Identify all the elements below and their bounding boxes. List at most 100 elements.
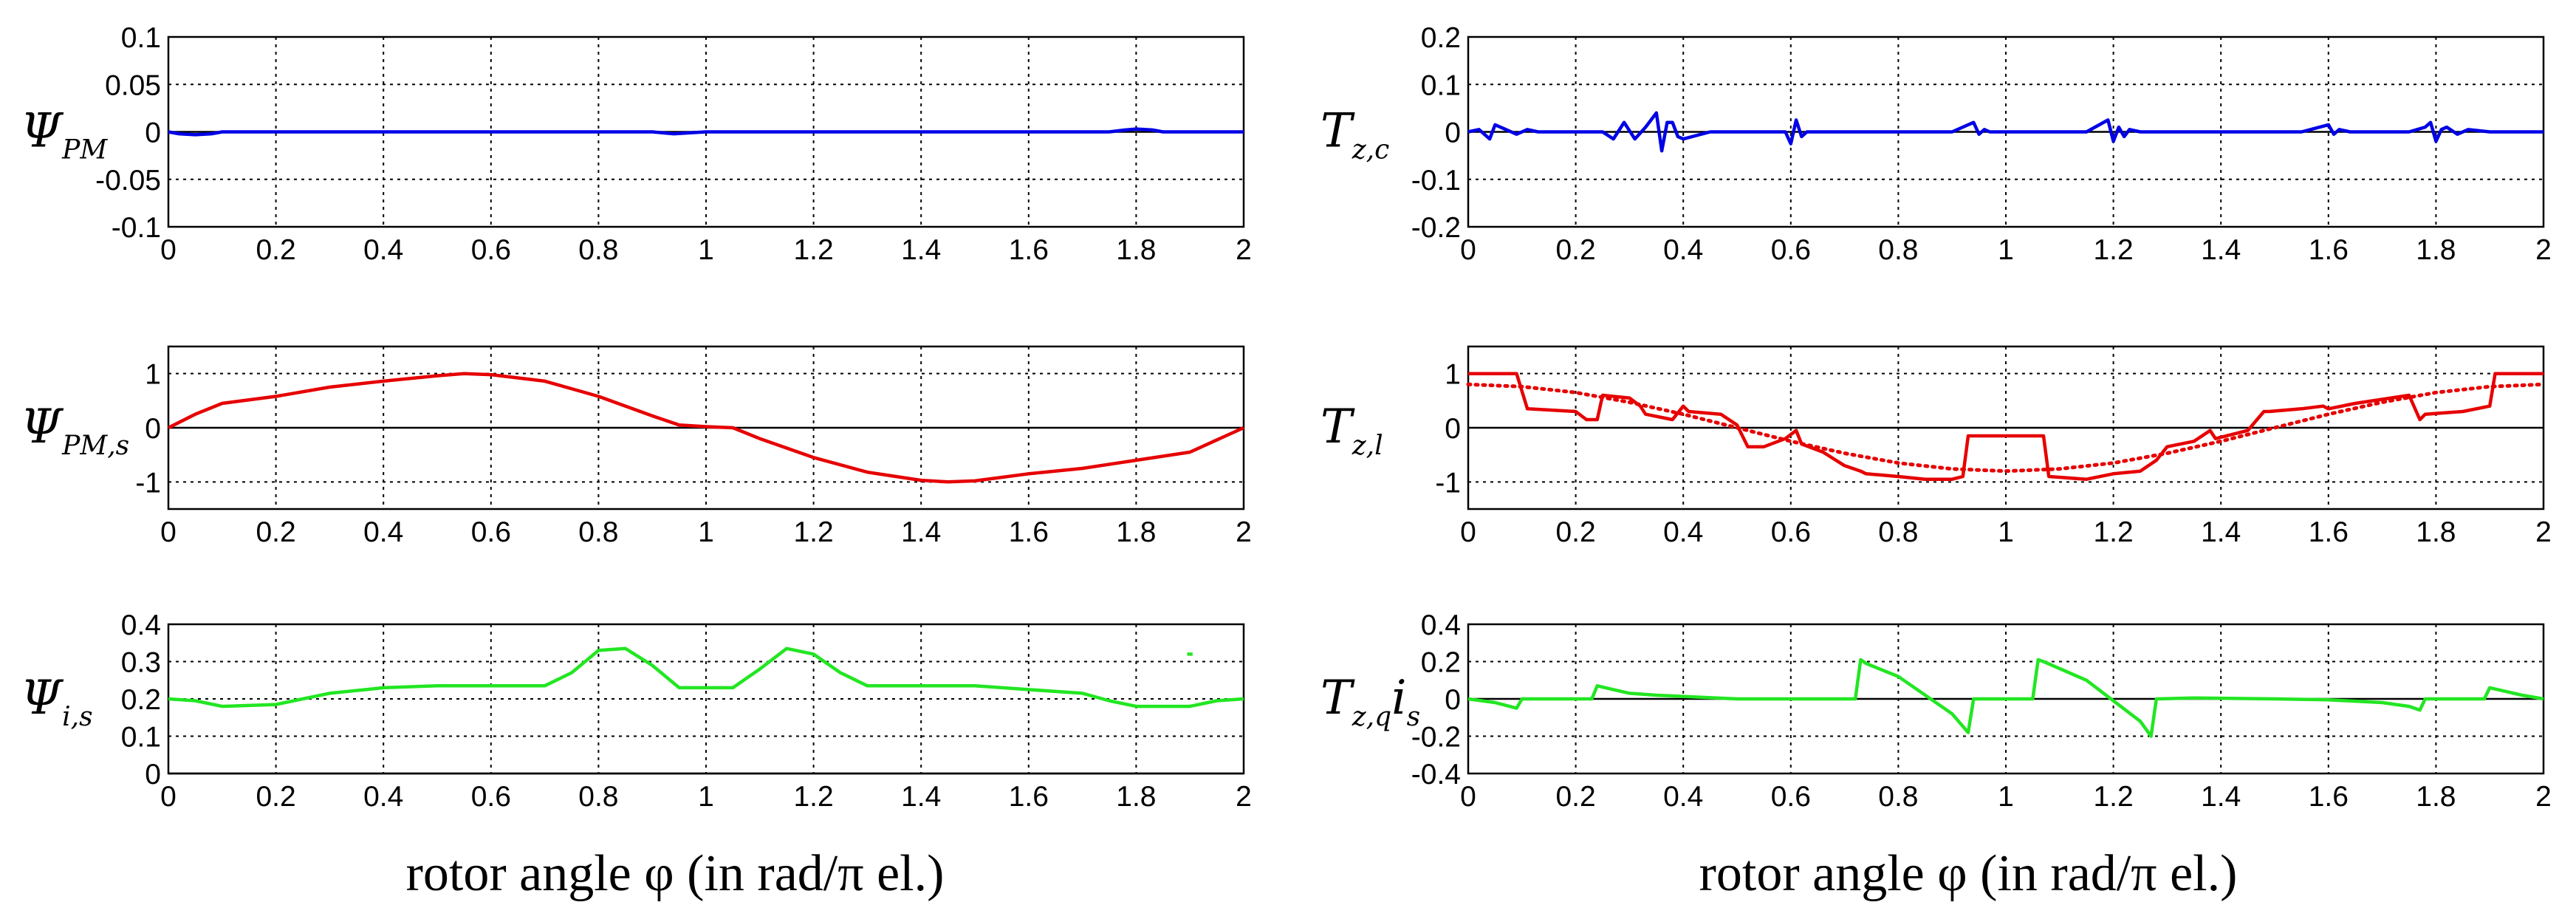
y-axis-label: ΨPM (21, 104, 108, 165)
x-tick-label: 0.8 (1878, 781, 1918, 813)
y-tick-label: 0.2 (1421, 647, 1461, 679)
x-tick-label: 1 (698, 781, 714, 813)
x-axis-label-left: rotor angle φ (in rad/π el.) (406, 845, 945, 902)
y-axis-label: Ψi,s (21, 671, 93, 732)
x-tick-label: 0 (160, 516, 177, 548)
x-tick-label: 1.2 (793, 516, 833, 548)
x-tick-label: 1 (698, 516, 714, 548)
x-tick-label: 1.6 (1009, 234, 1049, 266)
x-tick-label: 1.2 (2093, 781, 2133, 813)
x-tick-label: 2 (1236, 234, 1252, 266)
x-tick-label: 1.8 (1116, 781, 1156, 813)
x-tick-label: 2 (2535, 234, 2552, 266)
x-tick-label: 0.2 (256, 234, 295, 266)
y-axis-label: ΨPM,s (21, 400, 129, 461)
x-tick-label: 0.6 (471, 516, 511, 548)
y-tick-label: -1 (135, 467, 161, 499)
y-axis-label: Tz,c (1320, 104, 1389, 165)
chart-panel-2: 0 0.2 0.4 0.6 0.8 1 1.2 1.4 1.6 1.8 2 -1 0 1 ΨPM,s (21, 345, 1252, 548)
y-axis-label: Tz,l (1320, 400, 1383, 461)
x-tick-label: 0.8 (1878, 516, 1918, 548)
x-tick-label: 0.2 (1555, 516, 1595, 548)
x-tick-label: 2 (2535, 781, 2552, 813)
x-tick-label: 1.6 (2309, 781, 2349, 813)
x-tick-label: 0.4 (1663, 781, 1703, 813)
chart-panel-5: 0 0.2 0.4 0.6 0.8 1 1.2 1.4 1.6 1.8 2 -1 0 1 Tz,l (1320, 345, 2552, 548)
chart-panel-6: 0 0.2 0.4 0.6 0.8 1 1.2 1.4 1.6 1.8 2 -0.4 -0.2 0 0.2 0… (1320, 609, 2552, 813)
series-line (168, 127, 1244, 137)
x-tick-label: 1.6 (1009, 516, 1049, 548)
x-tick-label: 1 (1998, 234, 2014, 266)
x-tick-label: 2 (2535, 516, 2552, 548)
y-tick-label: 0.1 (121, 22, 161, 54)
y-tick-label: 0 (145, 759, 161, 790)
x-tick-label: 1.4 (901, 234, 941, 266)
y-tick-label: -0.1 (112, 212, 161, 244)
x-tick-label: 1.4 (2201, 234, 2241, 266)
y-tick-label: 0.05 (105, 69, 161, 101)
x-tick-label: 0.6 (471, 234, 511, 266)
series-line (1468, 372, 2544, 481)
x-tick-label: 0.8 (578, 781, 618, 813)
x-tick-label: 0.4 (363, 234, 403, 266)
series-line (167, 372, 1244, 484)
y-tick-label: 0 (145, 413, 161, 445)
y-tick-label: 0 (1445, 117, 1461, 149)
y-tick-label: -0.4 (1411, 759, 1461, 790)
x-tick-label: 0.4 (1663, 234, 1703, 266)
x-axis-label-right: rotor angle φ (in rad/π el.) (1699, 845, 2238, 902)
x-tick-label: 0.6 (1771, 234, 1811, 266)
x-tick-label: 1.8 (2416, 234, 2456, 266)
x-tick-label: 1.2 (793, 781, 833, 813)
x-tick-label: 1.8 (2416, 781, 2456, 813)
series-line (1467, 658, 2544, 738)
x-tick-label: 1.2 (2093, 234, 2133, 266)
x-tick-label: 0.4 (1663, 516, 1703, 548)
x-tick-label: 0.6 (1771, 516, 1811, 548)
x-tick-label: 1.4 (901, 516, 941, 548)
plot-frame (1467, 345, 2545, 510)
y-tick-label: 0.2 (1421, 22, 1461, 54)
x-tick-label: 0.4 (363, 781, 403, 813)
x-tick-label: 1.6 (1009, 781, 1049, 813)
series-line (1467, 111, 2544, 153)
y-tick-label: 1 (1445, 359, 1461, 391)
y-tick-label: 0.1 (121, 722, 161, 754)
x-tick-label: 1.6 (2309, 516, 2349, 548)
x-tick-label: 0.2 (1555, 234, 1595, 266)
chart-panel-3: 0 0.2 0.4 0.6 0.8 1 1.2 1.4 1.6 1.8 2 0 0.1 0.2 0.3 0.4… (21, 609, 1252, 813)
y-tick-label: 0.3 (121, 647, 161, 679)
x-tick-label: 0 (1460, 516, 1476, 548)
x-tick-label: 0 (1460, 234, 1476, 266)
y-tick-label: 1 (145, 359, 161, 391)
x-tick-label: 1 (1998, 516, 2014, 548)
y-tick-label: -1 (1435, 467, 1461, 499)
y-tick-label: -0.2 (1411, 212, 1461, 244)
x-tick-label: 0.2 (1555, 781, 1595, 813)
x-tick-label: 1.2 (793, 234, 833, 266)
x-tick-label: 0.4 (363, 516, 403, 548)
x-tick-label: 0.2 (256, 516, 295, 548)
x-tick-label: 1.2 (2093, 516, 2133, 548)
y-tick-label: 0.4 (1421, 609, 1461, 641)
x-tick-label: 0 (1460, 781, 1476, 813)
x-tick-label: 0.6 (1771, 781, 1811, 813)
x-tick-label: 1.8 (2416, 516, 2456, 548)
x-tick-label: 1.8 (1116, 516, 1156, 548)
y-tick-label: 0.1 (1421, 69, 1461, 101)
x-tick-label: 2 (1236, 516, 1252, 548)
x-tick-label: 0 (160, 234, 177, 266)
series-line (168, 646, 1244, 708)
x-tick-label: 1.8 (1116, 234, 1156, 266)
series-line (1466, 382, 2546, 474)
y-tick-label: -0.05 (95, 165, 161, 197)
y-tick-label: 0 (1445, 684, 1461, 716)
x-tick-label: 0.8 (578, 516, 618, 548)
x-tick-label: 0.8 (1878, 234, 1918, 266)
y-tick-label: 0 (1445, 413, 1461, 445)
x-tick-label: 0.8 (578, 234, 618, 266)
x-tick-label: 1.4 (2201, 781, 2241, 813)
x-tick-label: 0.2 (256, 781, 295, 813)
y-tick-label: -0.1 (1411, 165, 1461, 197)
